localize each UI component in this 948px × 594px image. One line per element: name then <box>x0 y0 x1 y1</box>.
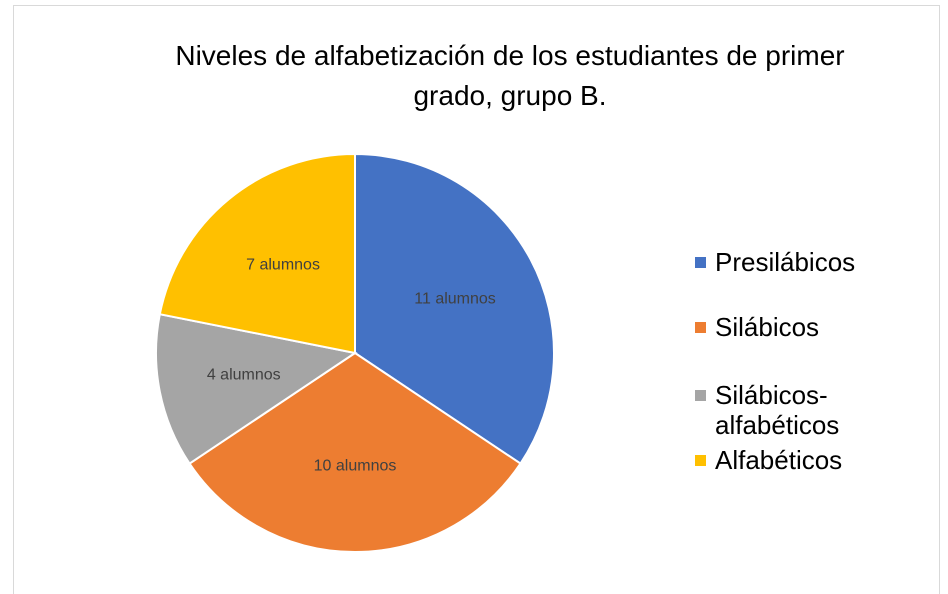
legend-swatch <box>695 390 706 401</box>
legend-swatch <box>695 257 706 268</box>
data-label: 10 alumnos <box>314 458 397 475</box>
legend-swatch <box>695 322 706 333</box>
legend-item: Alfabéticos <box>695 445 890 475</box>
legend-item: Silábicos-alfabéticos <box>695 380 890 440</box>
legend-item: Silábicos <box>695 312 890 342</box>
legend-item: Presilábicos <box>695 247 890 277</box>
legend-label: Silábicos-alfabéticos <box>715 380 840 440</box>
legend-label: Presilábicos <box>715 247 856 277</box>
data-label: 7 alumnos <box>246 257 320 274</box>
pie-slice <box>155 313 358 465</box>
legend-label: Alfabéticos <box>715 445 843 475</box>
data-label: 4 alumnos <box>207 366 281 383</box>
legend-label: Silábicos <box>715 312 820 342</box>
chart-border <box>13 5 940 594</box>
pie-slice <box>158 152 356 355</box>
chart-title: Niveles de alfabetización de los estudia… <box>175 40 845 111</box>
pie-slice <box>188 351 522 553</box>
data-label: 11 alumnos <box>414 291 496 308</box>
legend-swatch <box>695 455 706 466</box>
